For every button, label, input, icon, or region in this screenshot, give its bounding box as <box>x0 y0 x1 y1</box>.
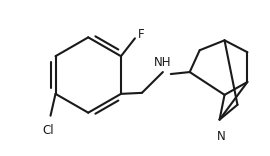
Text: Cl: Cl <box>43 124 54 137</box>
Text: F: F <box>138 28 144 41</box>
Text: NH: NH <box>154 56 172 69</box>
Text: N: N <box>217 129 226 143</box>
